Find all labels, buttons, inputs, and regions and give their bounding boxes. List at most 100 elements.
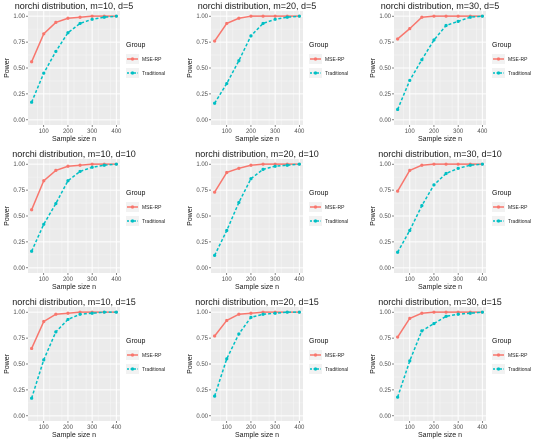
y-tick-label: 1.00 [13,162,25,168]
data-point [432,162,436,166]
y-axis-label: Power [187,353,194,374]
y-axis-label: Power [370,353,377,374]
x-axis-label: Sample size n [418,284,462,291]
series-line-traditional [213,311,300,397]
data-point [297,162,301,166]
y-tick-label: 0.50 [13,214,25,220]
legend-key-point [130,205,135,209]
legend-label: MSE-RP [142,205,162,211]
data-point [42,319,46,324]
data-point [273,14,277,18]
legend-label: MSE-RP [142,57,162,63]
x-axis-label: Sample size n [52,432,96,439]
x-tick-label: 400 [477,277,488,283]
data-point [480,310,484,314]
data-point [213,394,217,398]
chart-panel: norchi distribution, m=10, d=15 0.00 0.25 0… [4,297,165,439]
y-tick-label: 0.00 [196,414,208,420]
data-point [225,318,229,323]
data-point [273,17,277,21]
panel-title: norchi distribution, m=20, d=5 [198,1,317,11]
series-line-mse-rp [397,15,483,40]
y-tick-label: 0.25 [196,240,208,246]
legend-label: Traditional [325,367,348,373]
y-axis-label: Power [187,57,194,78]
data-point [54,20,58,24]
x-tick-label: 400 [111,129,122,135]
data-point [237,200,241,205]
x-tick-label: 200 [246,425,257,431]
x-axis-label: Sample size n [418,136,462,143]
data-point [249,163,253,167]
y-tick-label: 0.00 [196,266,208,272]
y-axis-label: Power [187,205,194,226]
y-tick-label: 1.00 [196,310,208,316]
data-point [396,335,400,339]
y-axis-label: Power [4,57,11,78]
x-tick-label: 100 [222,129,233,135]
data-point [420,204,424,208]
legend-label: MSE-RP [508,353,528,359]
legend-title: Group [126,42,146,49]
x-tick-label: 200 [246,277,257,283]
data-point [114,162,118,166]
y-tick-label: 0.75 [196,40,208,46]
panel-title: norchi distribution, m=10, d=5 [15,1,134,11]
data-point [297,14,301,18]
data-point [42,358,46,362]
data-point [480,162,484,166]
y-tick-label: 0.75 [13,188,25,194]
chart-panel: norchi distribution, m=20, d=10 0.00 0.25 0… [187,149,348,291]
y-tick-label: 0.25 [196,92,208,98]
data-point [225,170,229,175]
data-point [90,165,94,169]
legend-label: MSE-RP [325,205,345,211]
data-point [30,396,34,400]
chart-panel: norchi distribution, m=10, d=10 0.00 0.25 0… [4,149,165,291]
data-point [261,167,265,171]
data-point [468,15,472,19]
y-tick-label: 1.00 [13,14,25,20]
series-line-traditional [396,163,483,253]
data-point [114,310,118,314]
legend-title: Group [126,190,146,197]
x-axis-label: Sample size n [235,432,279,439]
data-point [42,71,46,75]
data-point [444,14,448,18]
x-tick-label: 100 [405,277,416,283]
panel-title: norchi distribution, m=20, d=10 [195,149,319,159]
data-point [225,357,229,361]
legend-label: Traditional [142,219,165,225]
y-tick-label: 0.25 [13,240,25,246]
data-point [54,168,58,172]
y-tick-label: 0.00 [379,118,391,124]
x-tick-label: 200 [63,129,74,135]
panel-title: norchi distribution, m=30, d=5 [381,1,500,11]
x-tick-label: 300 [453,425,464,431]
series-line-mse-rp [397,311,483,338]
data-point [285,163,289,167]
y-tick-label: 0.50 [196,362,208,368]
legend-key-point [313,57,318,61]
x-tick-label: 300 [87,129,98,135]
x-tick-label: 300 [270,277,281,283]
legend-key-point [496,353,501,357]
x-axis-label: Sample size n [235,284,279,291]
data-point [249,315,253,319]
x-tick-label: 400 [294,425,305,431]
data-point [468,163,472,167]
y-tick-label: 0.75 [196,336,208,342]
y-tick-label: 0.00 [13,266,25,272]
data-point [78,15,82,19]
x-tick-label: 300 [270,129,281,135]
data-point [66,164,70,168]
data-point [420,163,424,167]
legend-label: MSE-RP [325,353,345,359]
data-point [213,101,217,105]
data-point [90,311,94,315]
data-point [408,316,412,320]
x-tick-label: 200 [429,277,440,283]
x-tick-label: 400 [294,129,305,135]
y-tick-label: 0.00 [13,118,25,124]
y-axis-label: Power [4,205,11,226]
